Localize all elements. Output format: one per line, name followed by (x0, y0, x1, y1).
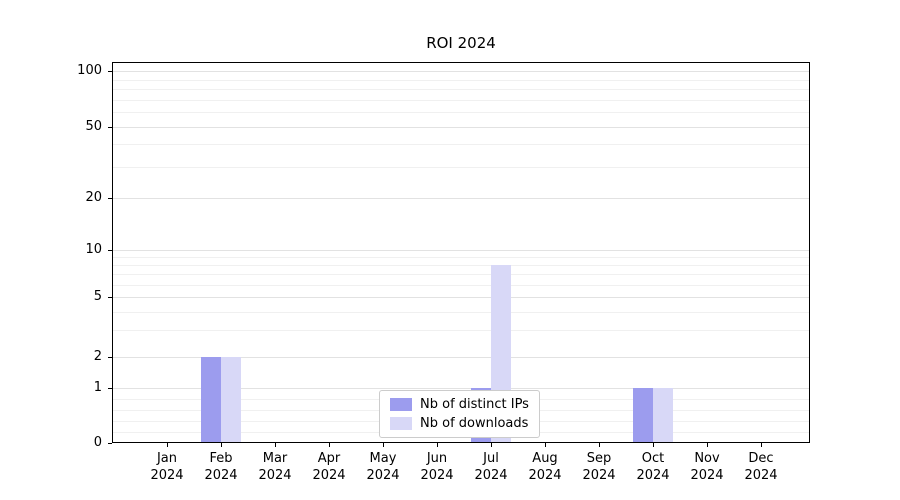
x-tick-label: Oct 2024 (636, 451, 670, 483)
gridline (112, 112, 810, 113)
gridline (112, 285, 810, 286)
gridline (112, 265, 810, 266)
x-tick-label: Nov 2024 (690, 451, 724, 483)
x-tick-label: Apr 2024 (312, 451, 346, 483)
bar-downloads-oct (653, 388, 673, 443)
x-tick-label: Sep 2024 (582, 451, 616, 483)
gridline (112, 127, 810, 128)
y-tick-mark (108, 443, 112, 444)
x-tick-label: Aug 2024 (528, 451, 562, 483)
x-tick-label: Dec 2024 (744, 451, 778, 483)
legend-swatch-distinct-ips (390, 398, 412, 411)
x-tick-mark (275, 443, 276, 447)
gridline (112, 388, 810, 389)
bar-distinct-ips-oct (633, 388, 653, 443)
y-tick-label: 5 (93, 289, 102, 304)
x-tick-label: Mar 2024 (258, 451, 292, 483)
y-tick-label: 2 (93, 349, 102, 364)
gridline (112, 71, 810, 72)
legend-label-downloads: Nb of downloads (420, 416, 529, 431)
x-tick-mark (707, 443, 708, 447)
y-tick-mark (108, 250, 112, 251)
gridline (112, 357, 810, 358)
gridline (112, 198, 810, 199)
gridline (112, 274, 810, 275)
gridline (112, 89, 810, 90)
legend-swatch-downloads (390, 417, 412, 430)
gridline (112, 257, 810, 258)
y-tick-mark (108, 127, 112, 128)
x-tick-label: Jun 2024 (420, 451, 454, 483)
x-tick-mark (167, 443, 168, 447)
gridline (112, 250, 810, 251)
y-tick-label: 50 (85, 119, 102, 134)
y-tick-mark (108, 357, 112, 358)
x-tick-label: May 2024 (366, 451, 400, 483)
x-tick-mark (653, 443, 654, 447)
gridline (112, 100, 810, 101)
y-tick-label: 0 (93, 435, 102, 450)
y-tick-mark (108, 198, 112, 199)
bar-distinct-ips-feb (201, 357, 221, 443)
y-tick-label: 20 (85, 190, 102, 205)
x-tick-mark (221, 443, 222, 447)
legend: Nb of distinct IPs Nb of downloads (379, 390, 540, 438)
gridline (112, 144, 810, 145)
x-tick-mark (545, 443, 546, 447)
y-tick-label: 10 (85, 242, 102, 257)
x-tick-mark (437, 443, 438, 447)
gridline (112, 80, 810, 81)
gridline (112, 167, 810, 168)
y-tick-mark (108, 71, 112, 72)
x-tick-mark (599, 443, 600, 447)
gridline (112, 330, 810, 331)
bar-downloads-feb (221, 357, 241, 443)
y-tick-label: 1 (93, 380, 102, 395)
y-tick-label: 100 (77, 63, 102, 78)
x-tick-label: Jul 2024 (474, 451, 508, 483)
y-tick-mark (108, 388, 112, 389)
x-tick-label: Jan 2024 (150, 451, 184, 483)
x-tick-mark (761, 443, 762, 447)
legend-label-distinct-ips: Nb of distinct IPs (420, 397, 529, 412)
gridline (112, 312, 810, 313)
y-tick-mark (108, 297, 112, 298)
x-tick-mark (383, 443, 384, 447)
x-tick-mark (491, 443, 492, 447)
x-tick-label: Feb 2024 (204, 451, 238, 483)
chart-title: ROI 2024 (426, 34, 496, 52)
legend-entry-distinct-ips: Nb of distinct IPs (390, 398, 529, 411)
legend-entry-downloads: Nb of downloads (390, 417, 529, 430)
gridline (112, 297, 810, 298)
x-tick-mark (329, 443, 330, 447)
